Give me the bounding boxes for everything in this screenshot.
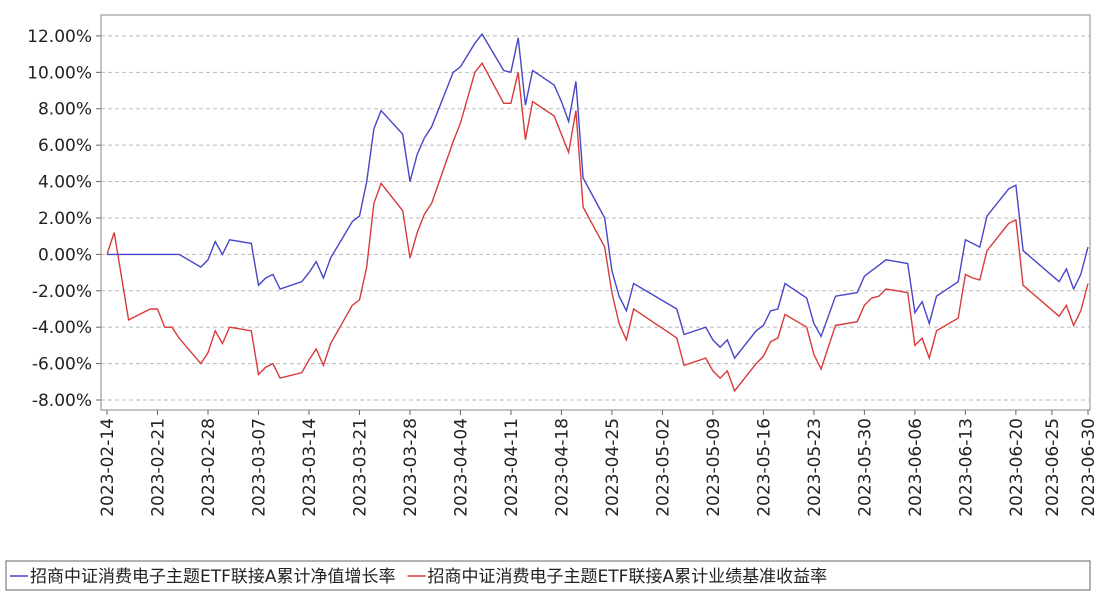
x-tick-label: 2023-06-06 xyxy=(906,418,926,517)
y-tick-label: 2.00% xyxy=(38,209,92,229)
y-tick-label: 6.00% xyxy=(38,136,92,156)
x-tick-label: 2023-02-21 xyxy=(148,418,168,517)
x-tick-label: 2023-03-07 xyxy=(249,418,269,517)
x-tick-label: 2023-06-20 xyxy=(1007,418,1027,517)
legend-label: 招商中证消费电子主题ETF联接A累计业绩基准收益率 xyxy=(428,567,828,587)
x-tick-label: 2023-05-02 xyxy=(653,418,673,517)
x-tick-label: 2023-04-18 xyxy=(552,418,572,517)
y-tick-label: 12.00% xyxy=(27,27,92,47)
y-tick-label: -2.00% xyxy=(32,282,92,302)
x-tick-label: 2023-05-09 xyxy=(704,418,724,517)
x-tick-label: 2023-03-21 xyxy=(350,418,370,517)
series-line xyxy=(106,61,1089,393)
x-tick-label: 2023-04-25 xyxy=(603,418,623,517)
y-tick-label: 0.00% xyxy=(38,245,92,265)
x-tick-label: 2023-04-04 xyxy=(451,418,471,517)
x-tick-label: 2023-02-14 xyxy=(98,418,118,517)
y-tick-label: 10.00% xyxy=(27,63,92,83)
legend-box xyxy=(5,560,1091,591)
x-tick-label: 2023-02-28 xyxy=(199,418,219,517)
y-tick-label: -8.00% xyxy=(32,391,92,411)
legend-label: 招商中证消费电子主题ETF联接A累计净值增长率 xyxy=(30,567,396,587)
x-tick-label: 2023-03-14 xyxy=(300,418,320,517)
x-tick-label: 2023-06-13 xyxy=(956,418,976,517)
x-tick-label: 2023-06-30 xyxy=(1079,418,1096,517)
y-tick-label: -6.00% xyxy=(32,355,92,375)
y-tick-label: 8.00% xyxy=(38,100,92,120)
plot-frame xyxy=(100,14,1091,411)
x-tick-label: 2023-06-25 xyxy=(1043,418,1063,517)
x-tick-label: 2023-05-23 xyxy=(805,418,825,517)
x-tick-label: 2023-03-28 xyxy=(401,418,421,517)
y-tick-label: -4.00% xyxy=(32,318,92,338)
y-tick-label: 4.00% xyxy=(38,173,92,193)
x-tick-label: 2023-04-11 xyxy=(502,418,522,517)
x-tick-label: 2023-05-16 xyxy=(754,418,774,517)
series-line xyxy=(107,32,1089,360)
x-tick-label: 2023-05-30 xyxy=(855,418,875,517)
